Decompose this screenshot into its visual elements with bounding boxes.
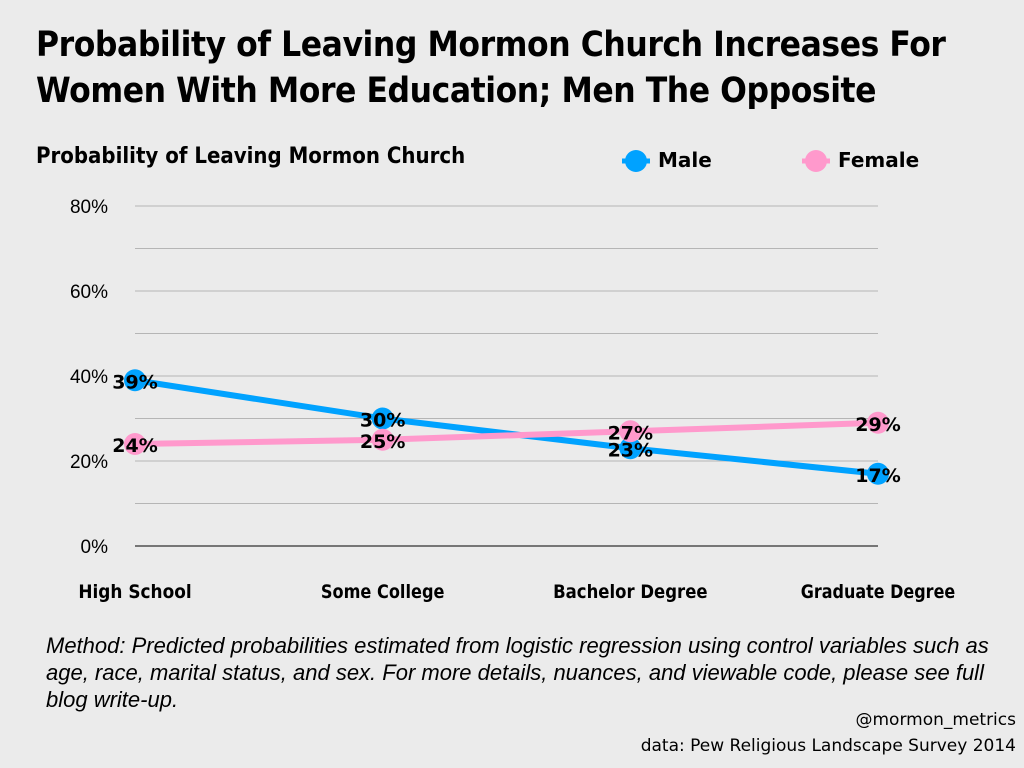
data-point — [867, 462, 889, 485]
legend-female: Female — [838, 148, 920, 172]
legend-male: Male — [658, 148, 712, 172]
data-label: 25% — [360, 431, 405, 453]
data-point — [371, 407, 394, 430]
data-label: 27% — [608, 422, 653, 444]
y-axis-title: Probability of Leaving Mormon Church — [36, 144, 466, 169]
credit: @mormon_metrics — [855, 710, 1017, 730]
data-point — [124, 369, 146, 392]
y-tick-label: 80% — [70, 197, 108, 218]
data-point — [124, 433, 146, 455]
chart-title: Probability of Leaving Mormon Church Inc… — [36, 25, 946, 111]
method-note: Method: Predicted probabilities estimate… — [46, 633, 989, 712]
data-point — [619, 437, 642, 460]
legend-marker-female — [805, 150, 827, 172]
data-point — [619, 420, 642, 443]
y-tick-label: 0% — [81, 537, 109, 558]
data-label: 30% — [360, 410, 405, 432]
data-label: 24% — [112, 435, 157, 457]
y-tick-label: 60% — [70, 282, 108, 303]
x-tick-label: Bachelor Degree — [553, 581, 708, 603]
data-label: 23% — [608, 439, 653, 461]
data-label: 17% — [855, 465, 900, 487]
x-tick-label: Graduate Degree — [801, 581, 956, 603]
data-source: data: Pew Religious Landscape Survey 201… — [640, 736, 1016, 756]
y-tick-label: 20% — [70, 452, 108, 473]
data-point — [867, 411, 889, 434]
legend-marker-male — [625, 150, 647, 172]
series-line-female — [134, 419, 879, 447]
x-tick-label: High School — [78, 581, 191, 603]
data-label: 29% — [855, 414, 900, 436]
data-point — [371, 428, 394, 451]
y-tick-label: 40% — [70, 367, 108, 388]
data-label: 39% — [112, 371, 157, 393]
x-tick-label: Some College — [321, 581, 445, 603]
